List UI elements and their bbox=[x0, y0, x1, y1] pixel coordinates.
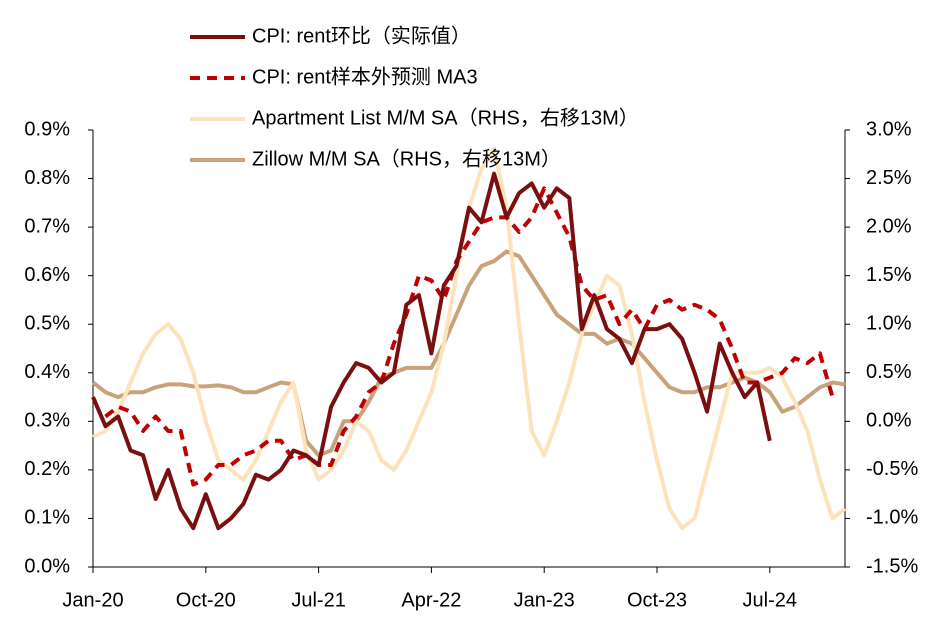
series-line bbox=[104, 186, 835, 487]
y2-tick-label: 1.5% bbox=[866, 264, 912, 286]
y2-tick-label: 0.5% bbox=[866, 361, 912, 383]
x-tick-label: Jan-23 bbox=[514, 589, 575, 611]
x-tick-label: Apr-22 bbox=[401, 589, 461, 611]
y2-tick-label: 3.0% bbox=[866, 118, 912, 140]
legend-label: CPI: rent样本外预测 MA3 bbox=[252, 65, 478, 88]
series-line bbox=[91, 249, 846, 458]
y-tick-label: 0.5% bbox=[24, 313, 70, 335]
x-tick-label: Jul-21 bbox=[291, 589, 345, 611]
y-tick-label: 0.0% bbox=[24, 555, 70, 577]
x-tick-label: Jan-20 bbox=[62, 589, 123, 611]
y-tick-label: 0.8% bbox=[24, 167, 70, 189]
y2-tick-label: 2.0% bbox=[866, 215, 912, 237]
y2-tick-label: 2.5% bbox=[866, 167, 912, 189]
y2-tick-label: -1.5% bbox=[866, 555, 918, 577]
x-tick-label: Jul-24 bbox=[743, 589, 797, 611]
y2-tick-label: -0.5% bbox=[866, 458, 918, 480]
y-tick-label: 0.1% bbox=[24, 507, 70, 529]
y-tick-label: 0.7% bbox=[24, 215, 70, 237]
x-tick-label: Oct-23 bbox=[627, 589, 687, 611]
legend-label: Apartment List M/M SA（RHS，右移13M） bbox=[252, 106, 639, 129]
x-tick-label: Oct-20 bbox=[176, 589, 236, 611]
legend-label: CPI: rent环比（实际值） bbox=[252, 24, 471, 47]
y2-tick-label: 0.0% bbox=[866, 410, 912, 432]
y2-tick-label: 1.0% bbox=[866, 313, 912, 335]
y-tick-label: 0.4% bbox=[24, 361, 70, 383]
y2-tick-label: -1.0% bbox=[866, 507, 918, 529]
y-tick-label: 0.2% bbox=[24, 458, 70, 480]
y-tick-label: 0.9% bbox=[24, 118, 70, 140]
series-line bbox=[91, 171, 772, 531]
legend-label: Zillow M/M SA（RHS，右移13M） bbox=[252, 147, 561, 170]
y-tick-label: 0.3% bbox=[24, 410, 70, 432]
y-tick-label: 0.6% bbox=[24, 264, 70, 286]
